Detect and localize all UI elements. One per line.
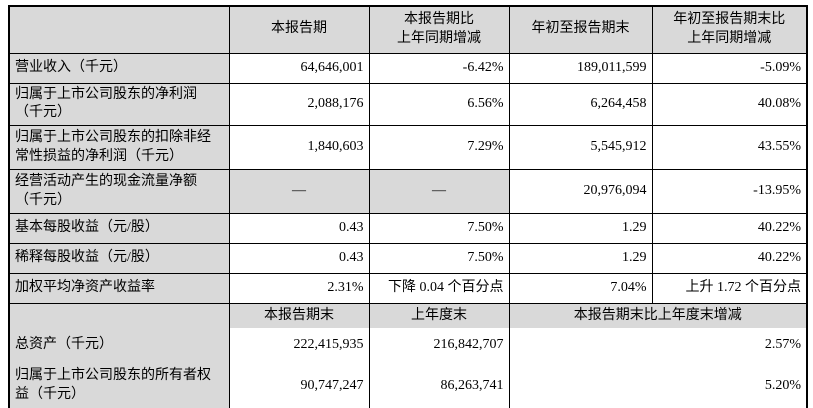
table-row-total-assets: 总资产（千元） 222,415,935 216,842,707 2.57% — [8, 327, 808, 364]
row-label: 归属于上市公司股东的所有者权益（千元） — [8, 363, 230, 408]
financial-report-page: 本报告期 本报告期比 上年同期增减 年初至报告期末 年初至报告期末比 上年同期增… — [0, 5, 813, 408]
col-header-prior-year-end: 上年度末 — [368, 303, 510, 328]
row-label: 营业收入（千元） — [8, 52, 230, 84]
col-header-current-period: 本报告期 — [228, 5, 370, 54]
cell-value-dash: — — [228, 169, 370, 215]
cell-value: 6,264,458 — [508, 82, 653, 127]
table-row-operating-cash-flow: 经营活动产生的现金流量净额（千元） — — 20,976,094 -13.95% — [8, 169, 808, 215]
col-header-ytd-yoy: 年初至报告期末比 上年同期增减 — [651, 5, 808, 54]
table-row-net-profit: 归属于上市公司股东的净利润（千元） 2,088,176 6.56% 6,264,… — [8, 82, 808, 127]
table-row-shareholders-equity: 归属于上市公司股东的所有者权益（千元） 90,747,247 86,263,74… — [8, 363, 808, 408]
row-label: 稀释每股收益（元/股） — [8, 243, 230, 275]
cell-value: 90,747,247 — [228, 363, 370, 408]
table-row-diluted-eps: 稀释每股收益（元/股） 0.43 7.50% 1.29 40.22% — [8, 243, 808, 275]
row-label: 总资产（千元） — [8, 327, 230, 364]
row-label: 归属于上市公司股东的扣除非经常性损益的净利润（千元） — [8, 125, 230, 171]
cell-value: 40.08% — [651, 82, 808, 127]
cell-value: 5.20% — [508, 363, 808, 408]
cell-value: 0.43 — [228, 213, 370, 245]
table-row-revenue: 营业收入（千元） 64,646,001 -6.42% 189,011,599 -… — [8, 52, 808, 84]
cell-value: 40.22% — [651, 243, 808, 275]
financial-summary-table: 本报告期 本报告期比 上年同期增减 年初至报告期末 年初至报告期末比 上年同期增… — [8, 5, 808, 408]
col-header-period-end: 本报告期末 — [228, 303, 370, 328]
cell-value: 7.50% — [368, 243, 510, 275]
cell-value: 1.29 — [508, 213, 653, 245]
cell-value: 40.22% — [651, 213, 808, 245]
row-label: 归属于上市公司股东的净利润（千元） — [8, 82, 230, 127]
cell-value: 86,263,741 — [368, 363, 510, 408]
cell-value: 上升 1.72 个百分点 — [651, 273, 808, 305]
cell-value: 2,088,176 — [228, 82, 370, 127]
cell-value: 7.29% — [368, 125, 510, 171]
cell-value: 下降 0.04 个百分点 — [368, 273, 510, 305]
cell-value: 7.04% — [508, 273, 653, 305]
bottom-corner-cell — [8, 303, 230, 328]
cell-value: 7.50% — [368, 213, 510, 245]
bottom-header-row: 本报告期末 上年度末 本报告期末比上年度末增减 — [8, 303, 808, 328]
cell-value: 5,545,912 — [508, 125, 653, 171]
cell-value: 216,842,707 — [368, 327, 510, 364]
corner-header-cell — [8, 5, 230, 54]
cell-value-dash: — — [368, 169, 510, 215]
row-label: 经营活动产生的现金流量净额（千元） — [8, 169, 230, 215]
cell-value: 1,840,603 — [228, 125, 370, 171]
cell-value: 20,976,094 — [508, 169, 653, 215]
top-header-row: 本报告期 本报告期比 上年同期增减 年初至报告期末 年初至报告期末比 上年同期增… — [8, 5, 808, 54]
cell-value: 43.55% — [651, 125, 808, 171]
table-row-basic-eps: 基本每股收益（元/股） 0.43 7.50% 1.29 40.22% — [8, 213, 808, 245]
cell-value: 1.29 — [508, 243, 653, 275]
cell-value: 222,415,935 — [228, 327, 370, 364]
table-row-weighted-roe: 加权平均净资产收益率 2.31% 下降 0.04 个百分点 7.04% 上升 1… — [8, 273, 808, 305]
col-header-ytd: 年初至报告期末 — [508, 5, 653, 54]
col-header-current-period-yoy: 本报告期比 上年同期增减 — [368, 5, 510, 54]
cell-value: 189,011,599 — [508, 52, 653, 84]
row-label: 基本每股收益（元/股） — [8, 213, 230, 245]
cell-value: -6.42% — [368, 52, 510, 84]
cell-value: -5.09% — [651, 52, 808, 84]
cell-value: 64,646,001 — [228, 52, 370, 84]
cell-value: 2.31% — [228, 273, 370, 305]
col-header-period-end-change: 本报告期末比上年度末增减 — [508, 303, 808, 328]
table-row-net-profit-excl-nonrecurring: 归属于上市公司股东的扣除非经常性损益的净利润（千元） 1,840,603 7.2… — [8, 125, 808, 171]
cell-value: -13.95% — [651, 169, 808, 215]
cell-value: 0.43 — [228, 243, 370, 275]
cell-value: 6.56% — [368, 82, 510, 127]
cell-value: 2.57% — [508, 327, 808, 364]
row-label: 加权平均净资产收益率 — [8, 273, 230, 305]
